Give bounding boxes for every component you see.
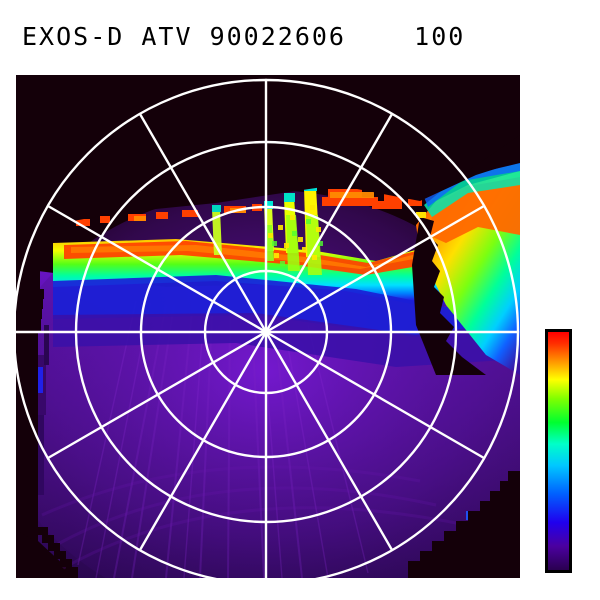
hook-inner-notch bbox=[412, 217, 486, 375]
main-auroral-arc-band bbox=[53, 205, 520, 367]
polar-grid bbox=[16, 78, 520, 578]
auroral-image-panel[interactable] bbox=[16, 75, 520, 578]
bottom-left-stairs bbox=[38, 527, 78, 578]
data-field bbox=[16, 75, 520, 578]
blue-pixel-blob-left bbox=[34, 367, 43, 393]
left-edge-stairs bbox=[38, 289, 44, 331]
auroral-image-canvas[interactable] bbox=[16, 75, 520, 578]
page-title: EXOS-D ATV 90022606 100 bbox=[22, 22, 466, 51]
colorbar[interactable] bbox=[545, 329, 572, 573]
grid-spokes bbox=[16, 78, 520, 578]
ray-speckle bbox=[268, 205, 321, 260]
arc-ripples bbox=[41, 465, 467, 572]
colorbar-gradient bbox=[548, 332, 569, 570]
hook-tip-highlight bbox=[416, 212, 426, 218]
streak-artifacts bbox=[113, 304, 303, 578]
bottom-right-stairs bbox=[408, 471, 520, 578]
